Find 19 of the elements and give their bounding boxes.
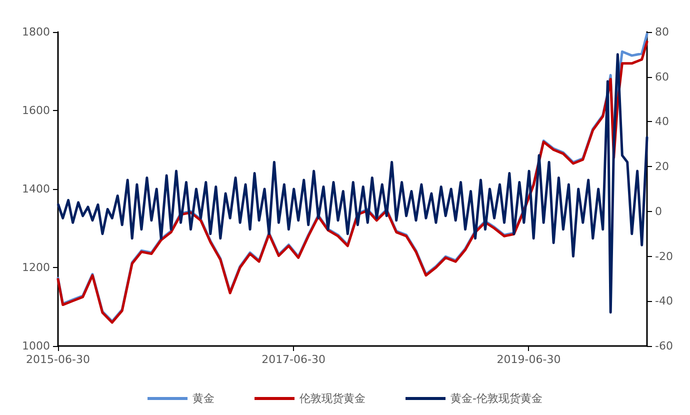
y2-tick-label: 60: [655, 70, 669, 84]
y2-tick-label: 0: [655, 204, 662, 218]
y2-tick-label: -60: [655, 340, 673, 352]
y2-tick-label: 80: [655, 26, 669, 38]
y2-tick-label: -20: [655, 250, 673, 263]
legend-label: 黄金: [192, 392, 215, 405]
y2-tick-label: -40: [655, 294, 673, 308]
y2-tick-label: 20: [655, 160, 669, 174]
x-tick-label: 2015-06-30: [26, 353, 90, 366]
legend-label: 黄金-伦敦现货黄金: [450, 392, 542, 405]
legend-label: 伦敦现货黄金: [300, 392, 366, 405]
y-tick-label: 1800: [22, 26, 50, 38]
y-tick-label: 1000: [22, 340, 50, 352]
y2-tick-label: 40: [655, 115, 669, 128]
y-tick-label: 1600: [22, 104, 50, 117]
y-tick-label: 1400: [22, 182, 50, 196]
x-tick-label: 2017-06-30: [262, 353, 326, 366]
y-tick-label: 1200: [22, 261, 50, 274]
x-tick-label: 2019-06-30: [496, 353, 561, 366]
